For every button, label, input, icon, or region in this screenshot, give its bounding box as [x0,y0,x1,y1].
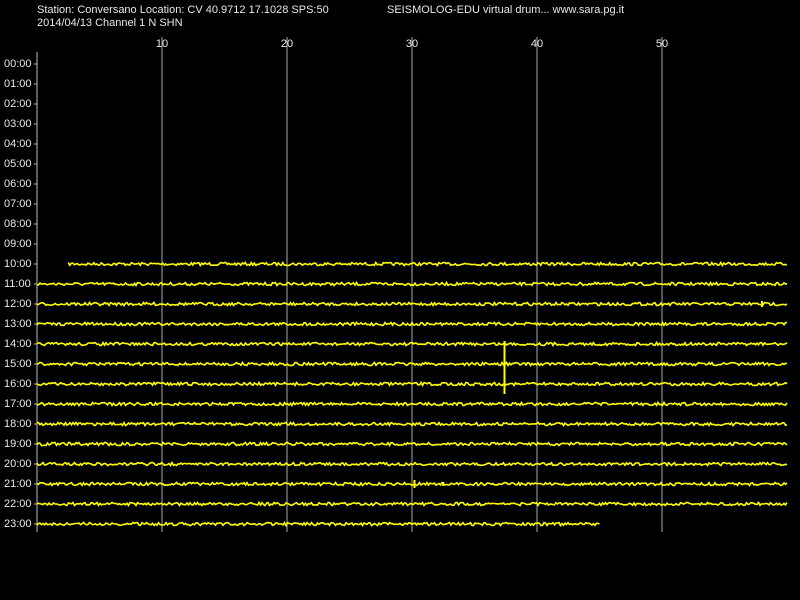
y-tick-label: 21:00 [4,478,32,490]
y-tick-label: 01:00 [4,78,32,90]
y-tick-label: 00:00 [4,58,32,70]
y-tick-label: 05:00 [4,158,32,170]
y-tick-label: 04:00 [4,138,32,150]
trace [36,481,788,487]
y-tick-label: 07:00 [4,198,32,210]
y-tick-label: 09:00 [4,238,32,250]
y-tick-label: 20:00 [4,458,32,470]
trace [36,340,788,348]
trace [36,380,788,388]
y-tick-label: 13:00 [4,318,32,330]
trace [36,360,788,367]
y-tick-label: 19:00 [4,438,32,450]
trace [36,460,788,468]
y-tick-label: 10:00 [4,258,32,270]
trace [36,521,600,528]
y-tick-label: 23:00 [4,518,32,530]
y-tick-label: 18:00 [4,418,32,430]
y-tick-label: 14:00 [4,338,32,350]
trace [67,260,788,268]
trace [36,321,788,327]
trace [36,500,788,508]
y-tick-label: 22:00 [4,498,32,510]
y-tick-label: 15:00 [4,358,32,370]
y-tick-label: 03:00 [4,118,32,130]
trace [36,420,788,428]
y-tick-label: 12:00 [4,298,32,310]
trace [36,301,788,307]
y-tick-label: 16:00 [4,378,32,390]
y-tick-label: 17:00 [4,398,32,410]
y-tick-label: 08:00 [4,218,32,230]
trace [36,280,788,288]
trace [36,400,788,407]
y-tick-label: 02:00 [4,98,32,110]
y-tick-label: 06:00 [4,178,32,190]
trace [36,440,788,448]
date-label: 2014/04/13 Channel 1 N SHN [37,17,183,29]
chart-title: Station: Conversano Location: CV 40.9712… [37,4,329,16]
chart-subtitle: SEISMOLOG-EDU virtual drum... www.sara.p… [387,4,624,16]
y-tick-label: 11:00 [4,278,31,290]
